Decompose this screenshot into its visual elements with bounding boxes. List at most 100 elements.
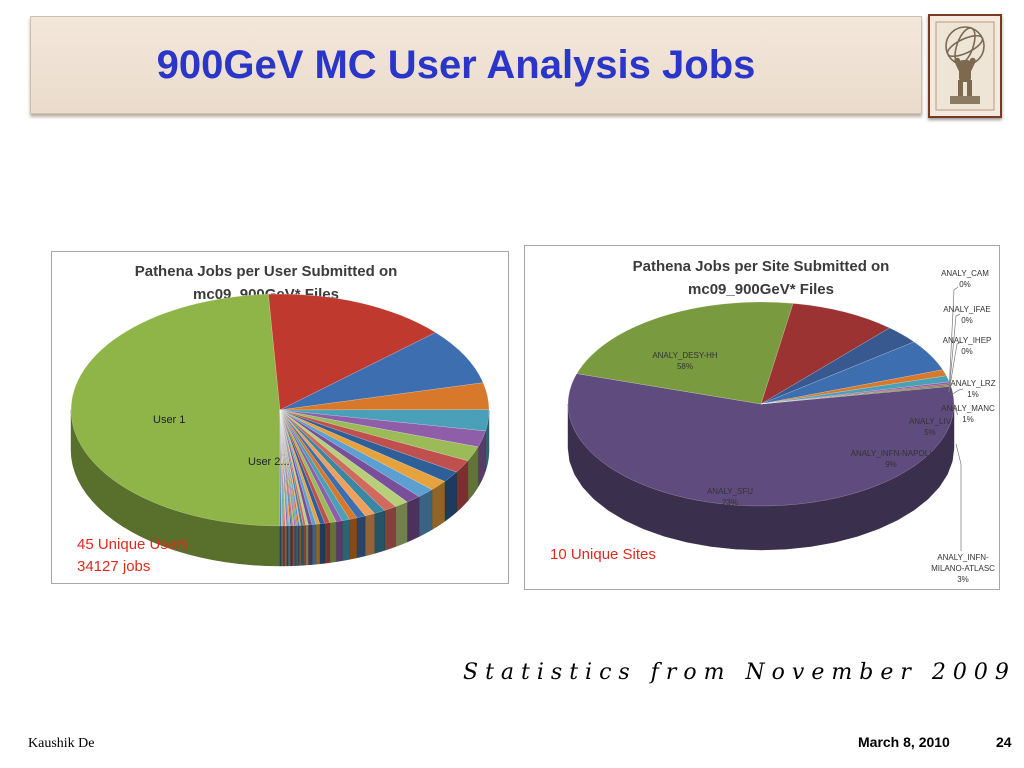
user-slice-16 bbox=[279, 409, 366, 519]
user-side-19 bbox=[335, 520, 343, 562]
user-slice-34 bbox=[279, 409, 295, 527]
user-side-11 bbox=[406, 496, 420, 543]
user-slice-27 bbox=[279, 409, 307, 526]
slice-label-milano-line-2: MILANO-ATLASC bbox=[931, 564, 995, 573]
site-pie-chart: Pathena Jobs per Site Submitted on mc09_… bbox=[524, 245, 1000, 590]
slice-label-napoli: ANALY_INFN-NAPOLI bbox=[851, 449, 932, 458]
slide-date: March 8, 2010 bbox=[858, 734, 950, 750]
user-slice-44 bbox=[279, 409, 282, 527]
slice-pct-lrz: 1% bbox=[967, 390, 979, 399]
slice-label-liv: ANALY_LIV bbox=[909, 417, 952, 426]
slice-label-manc: ANALY_MANC bbox=[941, 404, 995, 413]
user-slice-29 bbox=[279, 409, 301, 526]
user-slice-43 bbox=[279, 409, 283, 527]
user-side-17 bbox=[349, 517, 358, 560]
user-side-44 bbox=[279, 525, 282, 567]
user-side-22 bbox=[319, 523, 325, 565]
title-band: 900GeV MC User Analysis Jobs bbox=[30, 16, 922, 114]
slice-pct-liv: 5% bbox=[924, 428, 936, 437]
slice-pct-napoli: 9% bbox=[885, 460, 897, 469]
user-side-28 bbox=[300, 525, 304, 566]
site-slice-4 bbox=[760, 341, 944, 405]
slice-label-user-2: User 2... bbox=[248, 456, 290, 468]
atlas-figure-icon bbox=[950, 57, 980, 104]
jobs-count-note: 34127 jobs bbox=[77, 558, 150, 575]
slice-label-sfu: ANALY_SFU bbox=[707, 487, 753, 496]
user-slice-4 bbox=[279, 409, 490, 432]
slice-pct-sfu: 23% bbox=[722, 498, 738, 507]
user-side-13 bbox=[384, 506, 396, 551]
user-slice-7 bbox=[279, 409, 469, 473]
slice-label-ifae: ANALY_IFAE bbox=[943, 305, 990, 314]
slice-pct-manc: 1% bbox=[962, 415, 974, 424]
user-slice-5 bbox=[279, 409, 486, 448]
user-slice-21 bbox=[279, 409, 331, 524]
slice-pct-ihep: 0% bbox=[961, 347, 973, 356]
user-slice-38 bbox=[279, 409, 290, 527]
page-number: 24 bbox=[996, 734, 1012, 750]
user-slice-11 bbox=[279, 409, 420, 503]
user-side-25 bbox=[308, 524, 313, 566]
leader-lines bbox=[948, 286, 964, 551]
slice-label-cam: ANALY_CAM bbox=[941, 269, 989, 278]
user-side-24 bbox=[311, 524, 317, 565]
site-slice-2 bbox=[760, 303, 891, 405]
user-chart-title-line-1: Pathena Jobs per User Submitted on bbox=[135, 263, 398, 280]
slice-label-lrz: ANALY_LRZ bbox=[950, 379, 995, 388]
user-pie-chart: Pathena Jobs per User Submitted on mc09_… bbox=[51, 251, 509, 584]
slice-label-ihep: ANALY_IHEP bbox=[943, 336, 992, 345]
user-slice-10 bbox=[279, 409, 433, 497]
user-slice-22 bbox=[279, 409, 326, 525]
user-slice-24 bbox=[279, 409, 317, 525]
user-slice-30 bbox=[279, 409, 300, 526]
user-slice-28 bbox=[279, 409, 304, 526]
user-side-20 bbox=[329, 521, 337, 563]
slide-title: 900GeV MC User Analysis Jobs bbox=[156, 43, 756, 87]
user-side-23 bbox=[315, 523, 320, 565]
user-slice-23 bbox=[279, 409, 321, 525]
user-slice-14 bbox=[279, 409, 386, 514]
user-slice-25 bbox=[279, 409, 313, 526]
site-pie bbox=[567, 301, 955, 551]
slice-label-desy: ANALY_DESY-HH bbox=[652, 351, 718, 360]
statistics-note: Statistics from November 2009 bbox=[463, 660, 1016, 685]
user-side-21 bbox=[324, 522, 331, 564]
user-side-27 bbox=[302, 524, 306, 566]
user-slice-19 bbox=[279, 409, 343, 523]
slice-pct-ifae: 0% bbox=[961, 316, 973, 325]
user-slice-41 bbox=[279, 409, 286, 527]
user-slice-12 bbox=[279, 409, 408, 507]
user-slice-15 bbox=[279, 409, 375, 517]
user-slice-13 bbox=[279, 409, 397, 511]
site-chart-title-line-1: Pathena Jobs per Site Submitted on bbox=[633, 258, 890, 275]
user-slice-20 bbox=[279, 409, 337, 523]
user-slice-1 bbox=[268, 293, 437, 411]
site-chart-title-line-2: mc09_900GeV* Files bbox=[688, 281, 834, 298]
user-slice-18 bbox=[279, 409, 350, 522]
user-side-12 bbox=[395, 501, 408, 547]
slice-pct-cam: 0% bbox=[959, 280, 971, 289]
author-name: Kaushik De bbox=[28, 736, 95, 751]
user-slice-40 bbox=[279, 409, 287, 527]
user-slice-26 bbox=[279, 409, 309, 526]
site-slice-0 bbox=[567, 373, 955, 507]
user-pie bbox=[70, 293, 490, 567]
user-side-18 bbox=[342, 519, 350, 561]
user-slice-8 bbox=[279, 409, 458, 482]
user-slice-3 bbox=[279, 382, 490, 411]
site-slice-1 bbox=[576, 301, 794, 405]
user-slice-35 bbox=[279, 409, 294, 527]
user-side-16 bbox=[356, 515, 366, 559]
user-slice-37 bbox=[279, 409, 291, 527]
user-slice-2 bbox=[279, 332, 484, 411]
slice-label-user-1: User 1 bbox=[153, 414, 185, 426]
unique-sites-note: 10 Unique Sites bbox=[550, 546, 656, 563]
user-side-26 bbox=[305, 524, 309, 566]
user-slice-17 bbox=[279, 409, 358, 520]
user-slice-42 bbox=[279, 409, 285, 527]
user-slice-31 bbox=[279, 409, 299, 526]
user-slice-6 bbox=[279, 409, 479, 462]
unique-users-note: 45 Unique Users bbox=[77, 536, 189, 553]
user-slice-39 bbox=[279, 409, 289, 527]
slice-pct-milano: 3% bbox=[957, 575, 969, 584]
